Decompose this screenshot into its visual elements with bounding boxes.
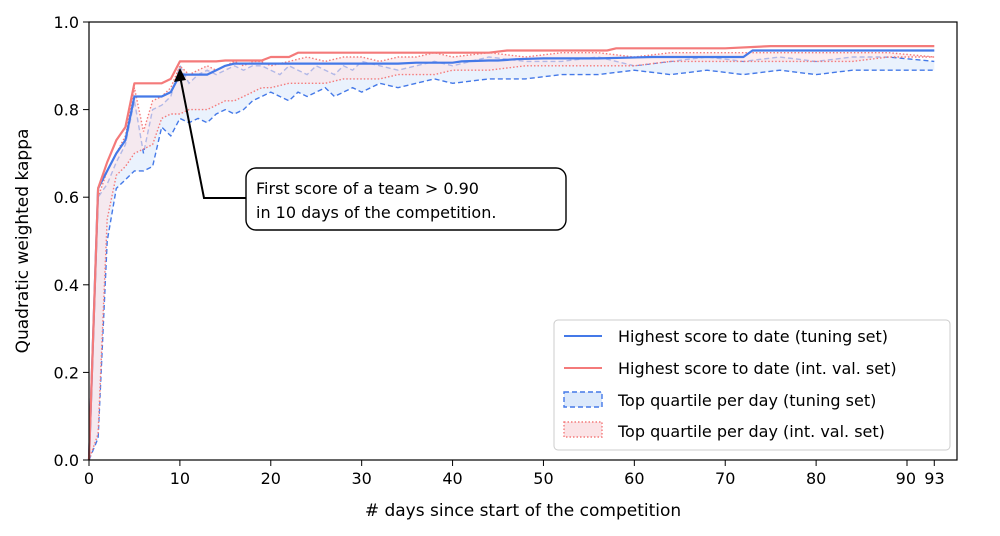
- x-tick-label: 10: [170, 469, 190, 488]
- x-tick-label: 50: [533, 469, 553, 488]
- line-highest-intval: [87, 44, 935, 461]
- bands-layer: [88, 51, 935, 461]
- x-tick-label: 0: [84, 469, 94, 488]
- y-tick-label: 0.8: [54, 101, 79, 120]
- legend-label-intval-band: Top quartile per day (int. val. set): [617, 422, 885, 441]
- annotation-text-line1: First score of a team > 0.90: [256, 179, 479, 198]
- x-tick-label: 30: [351, 469, 371, 488]
- y-axis-ticks: 0.0 0.2 0.4 0.6 0.8 1.0: [54, 13, 89, 470]
- y-tick-label: 1.0: [54, 13, 79, 32]
- x-tick-label: 20: [261, 469, 281, 488]
- x-tick-label: 93: [924, 469, 944, 488]
- x-tick-label: 70: [715, 469, 735, 488]
- band-intval-fill: [89, 52, 935, 460]
- x-tick-label: 80: [806, 469, 826, 488]
- y-axis-label: Quadratic weighted kappa: [13, 129, 33, 354]
- legend-swatch-tuning-band: [563, 391, 603, 408]
- annotation-arrow-head: [174, 68, 186, 82]
- annotation: First score of a team > 0.90 in 10 days …: [174, 68, 567, 231]
- y-tick-label: 0.6: [54, 188, 79, 207]
- legend-label-intval-line: Highest score to date (int. val. set): [618, 359, 897, 378]
- annotation-text-line2: in 10 days of the competition.: [256, 203, 496, 222]
- x-axis-label: # days since start of the competition: [365, 501, 681, 521]
- annotation-arrow-line: [179, 75, 246, 199]
- x-tick-label: 60: [624, 469, 644, 488]
- line-highest-tuning: [87, 49, 935, 461]
- legend: Highest score to date (tuning set) Highe…: [553, 319, 951, 451]
- lines-layer: [87, 44, 935, 461]
- plot-frame: [88, 21, 958, 461]
- legend-label-tuning-line: Highest score to date (tuning set): [618, 327, 888, 346]
- y-tick-label: 0.0: [54, 451, 79, 470]
- band-intval-lower: [88, 56, 935, 461]
- x-tick-label: 40: [442, 469, 462, 488]
- y-tick-label: 0.2: [54, 363, 79, 382]
- y-tick-label: 0.4: [54, 276, 79, 295]
- band-tuning-lower: [88, 69, 935, 461]
- x-axis-ticks: 0 10 20 30 40 50 60 70 80 90 93: [84, 460, 945, 488]
- annotation-box: [245, 167, 567, 231]
- x-tick-label: 90: [896, 469, 916, 488]
- legend-label-tuning-band: Top quartile per day (tuning set): [617, 391, 876, 410]
- legend-frame: [553, 319, 951, 451]
- legend-swatch-intval-band: [563, 421, 603, 438]
